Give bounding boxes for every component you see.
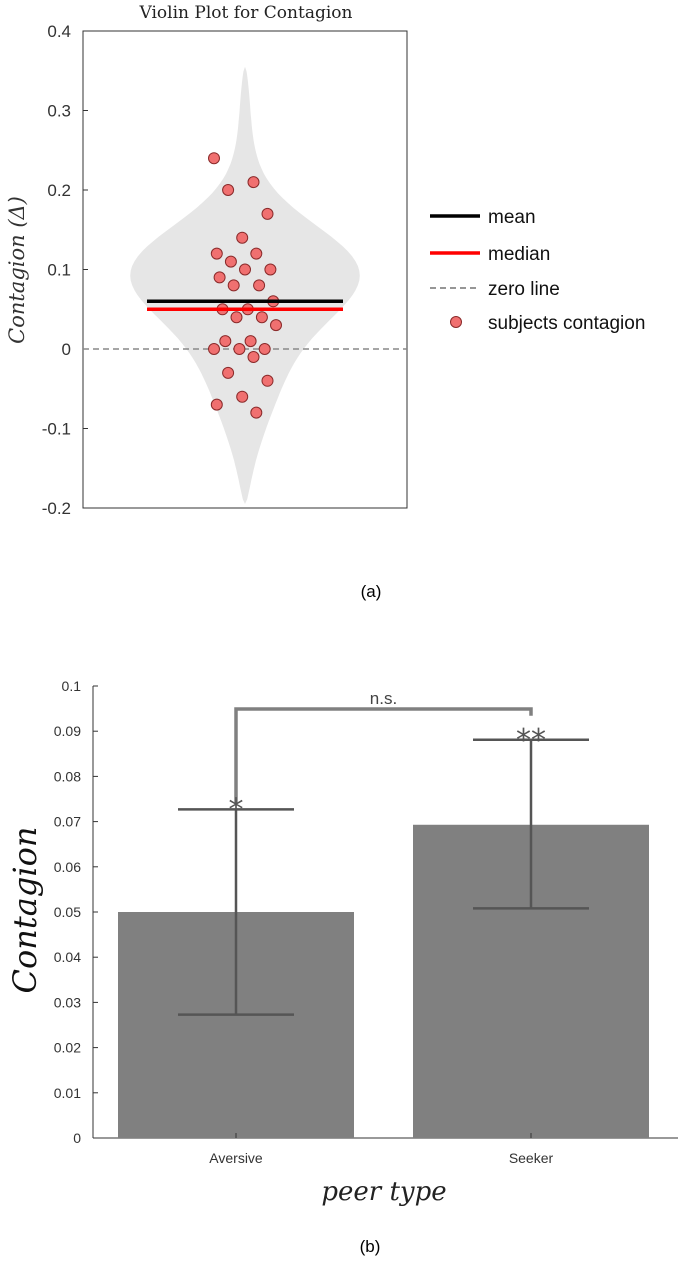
- bar-x-axis: Aversive Seeker: [209, 1133, 554, 1166]
- caption-b: (b): [360, 1237, 381, 1256]
- violin-y-label: Contagion (Δ): [5, 196, 29, 344]
- subject-point: [208, 343, 220, 355]
- violin-title: Violin Plot for Contagion: [139, 3, 353, 23]
- subject-point: [270, 319, 282, 332]
- bar-x-label: peer type: [321, 1177, 446, 1207]
- bars: [118, 824, 649, 1138]
- subject-point: [222, 366, 235, 379]
- y-tick-label: 0.3: [47, 102, 71, 121]
- subject-point: [210, 247, 223, 260]
- significance-marker: *: [229, 792, 244, 827]
- subject-points: [208, 152, 282, 419]
- legend-mean-label: mean: [488, 207, 536, 228]
- x-tick-label: Aversive: [209, 1150, 263, 1166]
- subject-point: [230, 311, 243, 324]
- subject-point: [244, 335, 257, 348]
- y-tick-label: 0.08: [54, 768, 81, 784]
- subject-point: [253, 279, 266, 292]
- y-tick-label: 0.04: [54, 949, 81, 965]
- y-tick-label: -0.1: [42, 420, 71, 439]
- subject-point: [219, 335, 232, 348]
- legend-points-label: subjects contagion: [488, 313, 645, 334]
- significance-marker: **: [516, 723, 546, 758]
- subject-point: [250, 247, 263, 260]
- violin-figure: Violin Plot for Contagion -0.2 -0.1 0 0.1 0.…: [5, 3, 645, 601]
- caption-a: (a): [361, 582, 382, 601]
- subject-point: [258, 343, 271, 355]
- subject-point: [227, 279, 240, 292]
- x-tick-label: Seeker: [509, 1150, 554, 1166]
- significance-markers: ***: [229, 723, 547, 828]
- violin-density-shape: [130, 66, 360, 505]
- y-tick-label: 0.1: [47, 261, 71, 280]
- bar-y-label: Contagion: [6, 827, 44, 994]
- legend-zero-label: zero line: [488, 279, 560, 300]
- y-tick-label: 0: [73, 1130, 81, 1146]
- violin-legend: mean median zero line subjects contagion: [430, 207, 645, 334]
- subject-point: [233, 343, 246, 355]
- y-tick-label: 0: [62, 340, 71, 359]
- subject-point: [236, 231, 249, 244]
- y-tick-label: 0.02: [54, 1040, 81, 1056]
- bar-figure: 0 0.01 0.02 0.03 0.04 0.05 0.06 0.07 0.08 0.09 0.1…: [6, 678, 678, 1256]
- subject-point: [261, 207, 274, 220]
- subject-point: [210, 398, 223, 411]
- y-tick-label: 0.06: [54, 859, 81, 875]
- subject-point: [250, 406, 263, 419]
- subject-point: [208, 152, 220, 165]
- subject-point: [239, 263, 251, 276]
- legend-median-label: median: [488, 244, 550, 265]
- y-tick-label: 0.1: [62, 678, 82, 694]
- bracket-line: [234, 707, 533, 804]
- subject-point: [264, 263, 277, 276]
- legend-points-swatch: [450, 316, 462, 328]
- y-tick-label: 0.05: [54, 904, 81, 920]
- y-tick-label: 0.2: [47, 181, 71, 200]
- subject-point: [247, 176, 260, 189]
- subject-point: [224, 255, 237, 268]
- subject-point: [213, 271, 226, 284]
- subject-point: [247, 351, 260, 363]
- y-tick-label: 0.01: [54, 1085, 81, 1101]
- error-bars: [178, 738, 589, 1016]
- subject-point: [222, 184, 235, 196]
- comparison-bracket: [234, 707, 533, 804]
- y-tick-label: -0.2: [42, 499, 71, 518]
- y-tick-label: 0.09: [54, 723, 81, 739]
- y-tick-label: 0.4: [47, 22, 71, 41]
- subject-point: [255, 311, 268, 324]
- y-tick-label: 0.07: [54, 814, 81, 830]
- subject-point: [261, 374, 274, 387]
- y-tick-label: 0.03: [54, 994, 81, 1010]
- violin-y-axis: -0.2 -0.1 0 0.1 0.2 0.3 0.4: [42, 22, 88, 518]
- subject-point: [236, 390, 249, 403]
- comparison-label: n.s.: [370, 689, 397, 708]
